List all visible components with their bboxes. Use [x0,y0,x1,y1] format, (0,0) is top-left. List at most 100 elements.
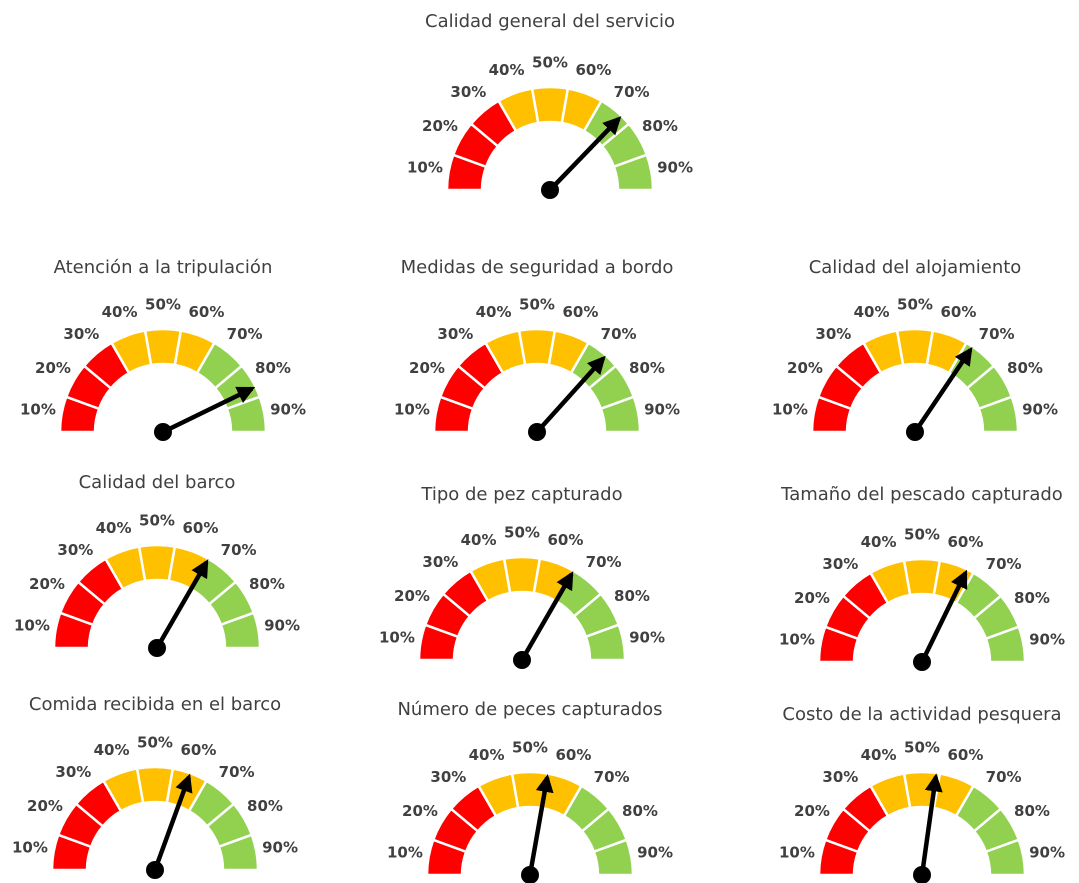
gauge-tick-label: 50% [504,524,540,542]
gauge-tick-label: 80% [622,802,658,820]
gauge-needle [162,386,256,435]
needle-hub [146,861,164,879]
gauge-tick-label: 90% [629,628,665,646]
gauge-title: Tipo de pez capturado [420,484,622,505]
gauge-tick-label: 30% [437,325,473,343]
needle-hub [521,866,539,883]
gauge-segment [584,623,627,662]
gauge-needle [548,116,622,192]
gauge-tick-label: 50% [519,296,555,314]
gauge-tick-label: 10% [772,400,808,418]
gauge-tick-label: 40% [469,746,505,764]
gauge-tick-label: 60% [182,519,218,537]
gauge-tick-label: 40% [102,303,138,321]
gauge-tick-label: 60% [575,61,611,79]
gauge-segment [592,838,635,877]
gauge-tick-label: 50% [897,296,933,314]
gauge-tick-label: 20% [29,575,65,593]
gauge-tick-label: 30% [815,325,851,343]
gauge-tick-label: 10% [387,843,423,861]
gauge-tick-label: 80% [1014,802,1050,820]
gauge-tick-label: 50% [139,512,175,530]
gauge-tick-label: 60% [562,303,598,321]
gauge-tick-label: 40% [461,531,497,549]
gauge-tick-label: 20% [394,587,430,605]
gauge-tick-label: 80% [247,797,283,815]
gauge-segment [977,395,1020,434]
gauge-tick-label: 70% [614,83,650,101]
gauge-tick-label: 30% [822,768,858,786]
gauge-tick-label: 50% [904,526,940,544]
gauge-title: Número de peces capturados [397,699,662,720]
needle-hub [913,866,931,883]
gauge-tick-label: 60% [947,533,983,551]
gauge-title: Calidad general del servicio [425,11,675,32]
gauge-tick-label: 20% [35,359,71,377]
gauge-tick-label: 60% [947,746,983,764]
gauge-tick-label: 90% [264,616,300,634]
gauge-tick-label: 70% [219,763,255,781]
gauge-tick-label: 30% [63,325,99,343]
gauge-tick-label: 60% [188,303,224,321]
gauge-segment [984,625,1027,664]
gauge-title: Comida recibida en el barco [29,694,281,715]
needle-hub [154,423,172,441]
gauge-tick-label: 90% [1029,843,1065,861]
gauge-tick-label: 40% [861,533,897,551]
needle-hub [148,639,166,657]
gauge-segment [984,838,1027,877]
gauge-tick-label: 70% [601,325,637,343]
gauge-tick-label: 20% [422,117,458,135]
gauge-tick-label: 10% [407,158,443,176]
needle-hub [541,181,559,199]
gauge-title: Calidad del barco [79,472,236,493]
gauge-tick-label: 90% [637,843,673,861]
gauge-tick-label: 70% [586,553,622,571]
gauge-tick-label: 80% [629,359,665,377]
gauge-tick-label: 50% [532,54,568,72]
gauge-tick-label: 90% [644,400,680,418]
gauge-tick-label: 60% [940,303,976,321]
gauge-needle [919,569,968,663]
gauge-tick-label: 80% [249,575,285,593]
gauge-tick-label: 70% [221,541,257,559]
needle-hub [528,423,546,441]
gauge-tick-label: 50% [137,734,173,752]
gauge-segment [612,153,655,192]
gauge-title: Medidas de seguridad a bordo [401,257,674,278]
gauge-tick-label: 90% [657,158,693,176]
gauge-segment [225,395,268,434]
gauge-tick-label: 30% [55,763,91,781]
gauge-tick-label: 80% [614,587,650,605]
gauge-tick-label: 20% [794,589,830,607]
gauge-title: Costo de la actividad pesquera [782,704,1061,725]
gauge-needle [919,773,943,876]
gauge-tick-label: 70% [986,555,1022,573]
gauge-tick-label: 60% [547,531,583,549]
gauge-segment [217,833,260,872]
gauge-needle [535,355,606,434]
gauge-tick-label: 80% [642,117,678,135]
gauge-tick-label: 70% [594,768,630,786]
gauge-needle [527,773,554,876]
gauge-tick-label: 70% [227,325,263,343]
gauge-tick-label: 30% [450,83,486,101]
gauge-title: Calidad del alojamiento [809,257,1022,278]
gauge-tick-label: 20% [402,802,438,820]
gauge-tick-label: 40% [854,303,890,321]
gauge-tick-label: 50% [904,739,940,757]
gauge-tick-label: 70% [979,325,1015,343]
gauge-tick-label: 80% [255,359,291,377]
gauge-tick-label: 40% [861,746,897,764]
gauge-tick-label: 20% [27,797,63,815]
gauge-tick-label: 10% [12,838,48,856]
gauge-tick-label: 20% [409,359,445,377]
gauge-title: Atención a la tripulación [54,257,273,278]
gauge-tick-label: 40% [94,741,130,759]
gauge-tick-label: 30% [422,553,458,571]
gauge-title: Tamaño del pescado capturado [780,484,1063,505]
gauge-tick-label: 90% [1022,400,1058,418]
needle-hub [913,653,931,671]
gauge-tick-label: 90% [262,838,298,856]
gauge-needle [520,571,574,662]
